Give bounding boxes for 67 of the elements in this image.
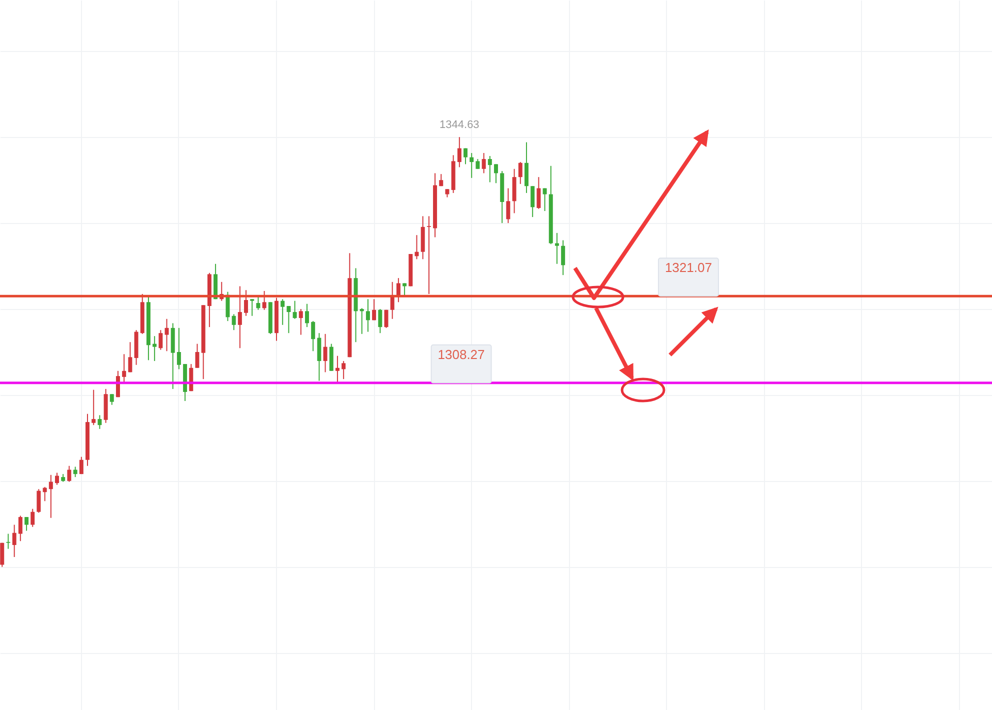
candlestick	[36, 488, 41, 514]
candlestick	[414, 234, 419, 260]
candlestick	[12, 524, 16, 558]
candlestick	[238, 286, 242, 349]
candlestick	[298, 308, 303, 336]
candlestick	[292, 300, 297, 320]
candlestick	[372, 298, 376, 321]
candlestick	[464, 148, 468, 165]
candlestick	[360, 308, 364, 334]
candlestick	[470, 152, 474, 178]
candlestick	[42, 486, 47, 502]
candlestick	[195, 343, 200, 368]
candlestick	[164, 318, 169, 352]
candlestick	[152, 336, 157, 362]
candlestick	[311, 320, 316, 352]
annotation: 1308.27	[438, 346, 485, 362]
candlestick	[0, 542, 4, 568]
candlestick	[262, 290, 266, 310]
candlestick	[323, 333, 328, 373]
candlestick	[232, 314, 236, 331]
candlestick	[457, 136, 462, 168]
candlestick	[256, 296, 260, 310]
candlestick	[18, 515, 22, 542]
candlestick	[98, 414, 102, 430]
candlestick	[536, 176, 541, 210]
candlestick	[378, 308, 382, 334]
candlestick	[30, 508, 35, 528]
candlestick	[244, 290, 248, 316]
candlestick	[250, 298, 254, 316]
candlestick	[304, 303, 309, 328]
candlestick	[55, 472, 60, 486]
candlestick	[122, 354, 126, 384]
candlestick	[158, 330, 163, 350]
candlestick	[176, 327, 181, 370]
candlestick	[542, 188, 547, 212]
candlestick	[48, 474, 53, 518]
candlestick	[79, 456, 84, 475]
candlestick	[286, 306, 291, 334]
candlestick	[384, 309, 388, 328]
candlestick	[561, 240, 566, 276]
candlestick	[6, 533, 10, 550]
candlestick	[530, 186, 535, 218]
candlestick	[92, 389, 96, 426]
candlestick	[506, 188, 510, 224]
candlestick	[24, 516, 29, 532]
candlestick	[439, 174, 444, 187]
candlestick	[110, 394, 114, 406]
candlestick	[335, 355, 340, 384]
candlestick	[482, 152, 486, 174]
candlestick	[366, 298, 370, 332]
candlestick	[280, 298, 285, 326]
candlestick	[73, 466, 78, 478]
candlestick	[476, 158, 480, 170]
candlestick	[342, 360, 346, 380]
candlestick	[426, 216, 431, 294]
candlestick	[317, 332, 322, 382]
candlestick	[390, 281, 394, 320]
candlestick	[524, 142, 528, 194]
candlestick	[518, 162, 522, 184]
candlestick	[488, 156, 492, 183]
candlestick	[554, 232, 559, 264]
annotation: 1344.63	[440, 119, 480, 132]
annotation: 1321.07	[664, 260, 712, 276]
candlestick	[494, 164, 498, 184]
candlestick	[128, 342, 132, 373]
candlestick	[402, 282, 407, 297]
candlestick	[67, 465, 72, 482]
